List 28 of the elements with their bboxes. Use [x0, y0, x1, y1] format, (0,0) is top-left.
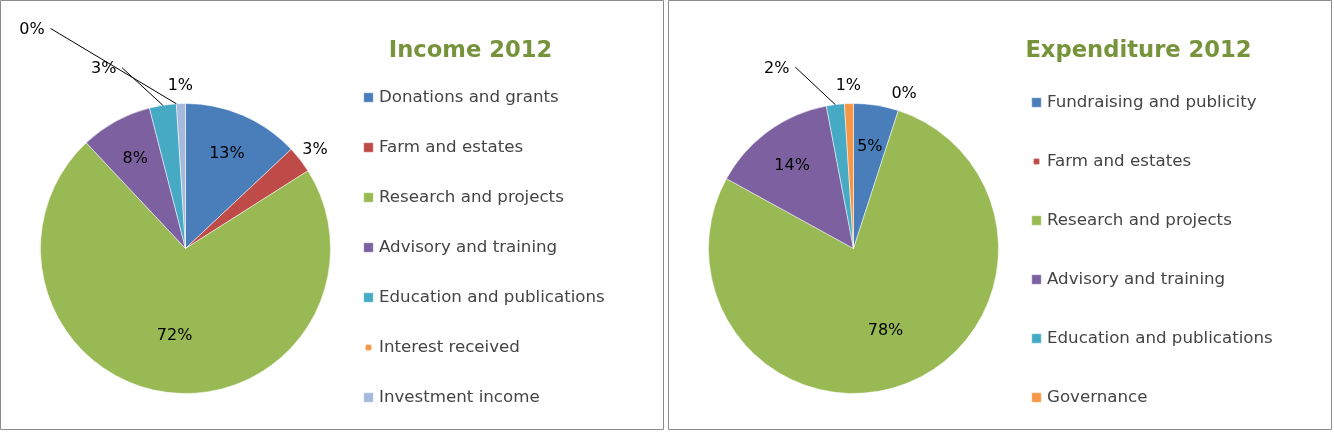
legend-label: Investment income — [379, 387, 540, 406]
legend-label: Farm and estates — [1047, 151, 1192, 170]
legend-label: Advisory and training — [1047, 269, 1226, 288]
legend-label: Farm and estates — [379, 137, 524, 156]
text: 0% — [19, 18, 45, 38]
legend-label: Education and publications — [379, 287, 605, 306]
chart-title: Income 2012 — [388, 35, 553, 62]
chart-title: Expenditure 2012 — [1025, 35, 1252, 62]
data-label: 3% — [90, 58, 117, 78]
data-label: 72% — [156, 325, 193, 345]
legend-label: Research and projects — [379, 187, 564, 206]
legend-label: Fundraising and publicity — [1047, 92, 1257, 111]
legend-label: Education and publications — [1047, 328, 1273, 347]
text: 0% — [891, 83, 917, 103]
data-label: 13% — [209, 143, 245, 163]
legend-label: Advisory and training — [379, 237, 558, 256]
data-label: 78% — [867, 319, 904, 339]
data-label: 1% — [835, 75, 862, 95]
data-label: 2% — [764, 57, 790, 77]
legend-label: Donations and grants — [379, 87, 559, 106]
data-label: 1% — [167, 75, 194, 95]
legend-label: Interest received — [379, 337, 520, 356]
data-label: 5% — [857, 135, 883, 155]
legend-label: Governance — [1047, 387, 1148, 406]
data-label: 14% — [774, 154, 810, 174]
legend-label: Research and projects — [1047, 210, 1232, 229]
data-label: 8% — [122, 147, 148, 167]
data-label: 3% — [302, 138, 328, 158]
